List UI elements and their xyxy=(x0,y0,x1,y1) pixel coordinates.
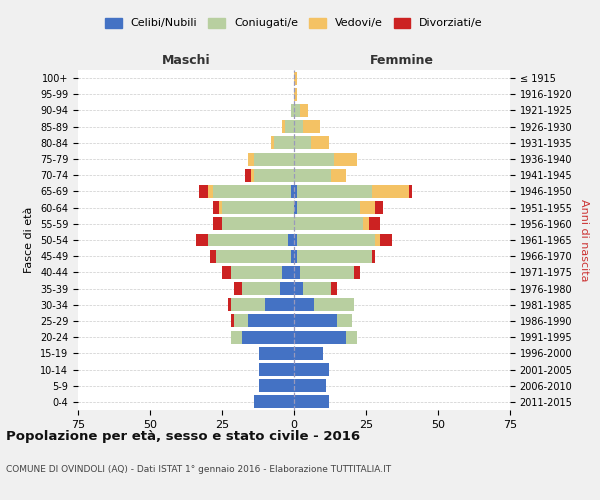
Bar xyxy=(331,169,346,181)
Bar xyxy=(259,379,294,392)
Bar xyxy=(294,282,302,295)
Bar xyxy=(294,169,331,181)
Bar xyxy=(294,88,297,101)
Bar xyxy=(297,201,360,214)
Y-axis label: Fasce di età: Fasce di età xyxy=(25,207,34,273)
Bar xyxy=(374,201,383,214)
Text: Maschi: Maschi xyxy=(161,54,211,67)
Bar xyxy=(216,250,291,262)
Bar xyxy=(294,250,297,262)
Bar xyxy=(294,185,297,198)
Bar xyxy=(214,218,222,230)
Bar xyxy=(254,396,294,408)
Legend: Celibi/Nubili, Coniugati/e, Vedovi/e, Divorziati/e: Celibi/Nubili, Coniugati/e, Vedovi/e, Di… xyxy=(102,14,486,32)
Bar xyxy=(360,201,374,214)
Bar xyxy=(288,234,294,246)
Bar xyxy=(300,104,308,117)
Bar xyxy=(286,120,294,133)
Bar xyxy=(283,266,294,279)
Bar xyxy=(409,185,412,198)
Bar xyxy=(214,201,219,214)
Y-axis label: Anni di nascita: Anni di nascita xyxy=(579,198,589,281)
Bar xyxy=(380,234,392,246)
Bar xyxy=(331,282,337,295)
Bar xyxy=(334,152,358,166)
Bar xyxy=(265,298,294,311)
Bar xyxy=(294,136,311,149)
Bar xyxy=(208,234,288,246)
Bar xyxy=(251,169,254,181)
Text: COMUNE DI OVINDOLI (AQ) - Dati ISTAT 1° gennaio 2016 - Elaborazione TUTTITALIA.I: COMUNE DI OVINDOLI (AQ) - Dati ISTAT 1° … xyxy=(6,465,391,474)
Bar xyxy=(294,330,346,344)
Bar xyxy=(294,314,337,328)
Bar xyxy=(294,120,302,133)
Bar xyxy=(214,185,291,198)
Text: Femmine: Femmine xyxy=(370,54,434,67)
Bar xyxy=(259,363,294,376)
Bar xyxy=(300,266,355,279)
Bar xyxy=(222,266,230,279)
Bar xyxy=(283,120,286,133)
Bar xyxy=(211,250,216,262)
Bar xyxy=(208,185,214,198)
Bar xyxy=(230,314,233,328)
Bar xyxy=(311,136,329,149)
Bar xyxy=(254,152,294,166)
Bar xyxy=(294,379,326,392)
Bar xyxy=(254,169,294,181)
Bar xyxy=(374,234,380,246)
Bar xyxy=(294,266,300,279)
Text: Popolazione per età, sesso e stato civile - 2016: Popolazione per età, sesso e stato civil… xyxy=(6,430,360,443)
Bar xyxy=(294,104,300,117)
Bar xyxy=(242,330,294,344)
Bar xyxy=(363,218,369,230)
Bar xyxy=(372,185,409,198)
Bar xyxy=(294,234,297,246)
Bar xyxy=(314,298,355,311)
Bar xyxy=(337,314,352,328)
Bar xyxy=(271,136,274,149)
Bar xyxy=(222,218,294,230)
Bar xyxy=(233,282,242,295)
Bar xyxy=(294,396,329,408)
Bar xyxy=(230,330,242,344)
Bar xyxy=(294,298,314,311)
Bar xyxy=(259,347,294,360)
Bar xyxy=(302,282,331,295)
Bar xyxy=(274,136,294,149)
Bar xyxy=(222,201,294,214)
Bar xyxy=(291,185,294,198)
Bar xyxy=(294,72,297,85)
Bar xyxy=(346,330,358,344)
Bar xyxy=(369,218,380,230)
Bar xyxy=(291,104,294,117)
Bar xyxy=(302,120,320,133)
Bar xyxy=(219,201,222,214)
Bar xyxy=(242,282,280,295)
Bar xyxy=(196,234,208,246)
Bar xyxy=(294,347,323,360)
Bar xyxy=(297,234,374,246)
Bar xyxy=(228,298,230,311)
Bar xyxy=(294,201,297,214)
Bar xyxy=(230,266,283,279)
Bar xyxy=(355,266,360,279)
Bar xyxy=(280,282,294,295)
Bar xyxy=(230,298,265,311)
Bar xyxy=(294,218,363,230)
Bar xyxy=(245,169,251,181)
Bar xyxy=(233,314,248,328)
Bar xyxy=(372,250,374,262)
Bar xyxy=(297,250,372,262)
Bar xyxy=(248,152,254,166)
Bar xyxy=(199,185,208,198)
Bar xyxy=(248,314,294,328)
Bar xyxy=(294,152,334,166)
Bar xyxy=(297,185,372,198)
Bar xyxy=(294,363,329,376)
Bar xyxy=(291,250,294,262)
